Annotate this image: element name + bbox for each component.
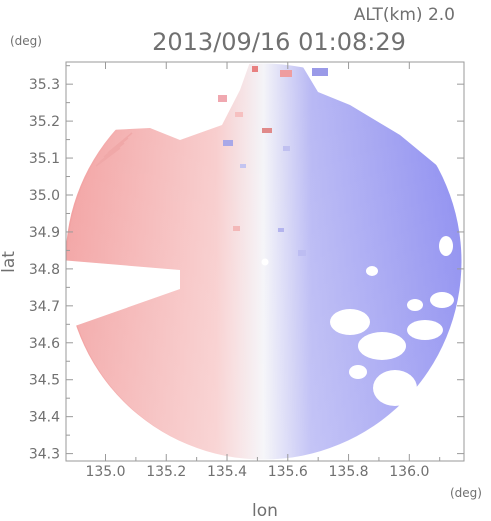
blocked-sector [66, 260, 180, 333]
y-tick-label: 35.3 [29, 77, 60, 93]
x-axis-label: lon [252, 501, 278, 521]
y-tick-label: 34.4 [29, 410, 60, 426]
clutter-specks [218, 66, 328, 256]
plot-frame [65, 61, 465, 462]
edge-streaks [95, 132, 133, 167]
y-tick-label: 35.1 [29, 151, 60, 167]
x-tick-label: 135.6 [268, 464, 308, 480]
radar-field [66, 62, 464, 460]
no-echo-gaps [330, 236, 454, 406]
x-unit-label: (deg) [450, 486, 482, 500]
x-tick-label: 135.4 [207, 464, 247, 480]
x-tick-label: 135.2 [146, 464, 186, 480]
chart-title: 2013/09/16 01:08:29 [152, 28, 406, 56]
radar-site-marker [261, 258, 269, 266]
x-tick-label: 135.8 [329, 464, 369, 480]
y-tick-label: 34.3 [29, 447, 60, 463]
x-tick-label: 136.0 [389, 464, 429, 480]
y-tick-label: 34.6 [29, 336, 60, 352]
y-tick-label: 34.5 [29, 373, 60, 389]
y-tick-label: 34.7 [29, 299, 60, 315]
no-echo-northeast [300, 62, 464, 200]
y-tick-label: 35.0 [29, 188, 60, 204]
no-echo-northwest [66, 62, 250, 142]
y-tick-label: 34.9 [29, 225, 60, 241]
y-axis: 34.3 34.4 34.5 34.6 34.7 34.8 34.9 35.0 35.1 35.2… [29, 65, 464, 463]
y-tick-label: 34.8 [29, 262, 60, 278]
x-tick-label: 135.0 [85, 464, 125, 480]
altitude-label: ALT(km) 2.0 [354, 5, 455, 25]
x-axis: 135.0 135.2 135.4 135.6 135.8 136.0 [85, 62, 441, 480]
y-tick-label: 35.2 [29, 114, 60, 130]
y-axis-label: lat [0, 251, 19, 273]
y-unit-label: (deg) [10, 34, 42, 48]
